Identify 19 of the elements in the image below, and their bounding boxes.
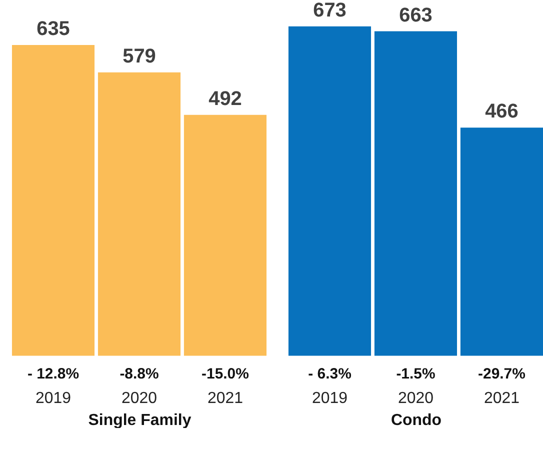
x-tick-label: 2021 bbox=[484, 390, 520, 408]
x-tick-label: 2020 bbox=[398, 390, 434, 408]
data-label: 673 bbox=[313, 0, 346, 22]
data-label: 663 bbox=[399, 4, 432, 26]
x-tick-label: 2019 bbox=[312, 390, 348, 408]
x-tick-label: 2020 bbox=[121, 390, 158, 408]
text: - 12.8% bbox=[27, 366, 80, 383]
text: - 6.3% bbox=[308, 366, 352, 383]
data-label: 635 bbox=[36, 18, 70, 40]
x-tick-label: 2019 bbox=[35, 390, 72, 408]
text: -1.5% bbox=[396, 366, 436, 383]
data-label: 492 bbox=[208, 88, 242, 110]
x-tick-label: 2021 bbox=[207, 390, 244, 408]
data-label: 579 bbox=[122, 45, 156, 68]
text: -8.8% bbox=[120, 366, 159, 383]
text: -15.0% bbox=[202, 366, 249, 383]
data-label: 466 bbox=[485, 100, 518, 123]
x-axis-title: Condo bbox=[390, 412, 442, 430]
text: -29.7% bbox=[478, 366, 526, 383]
